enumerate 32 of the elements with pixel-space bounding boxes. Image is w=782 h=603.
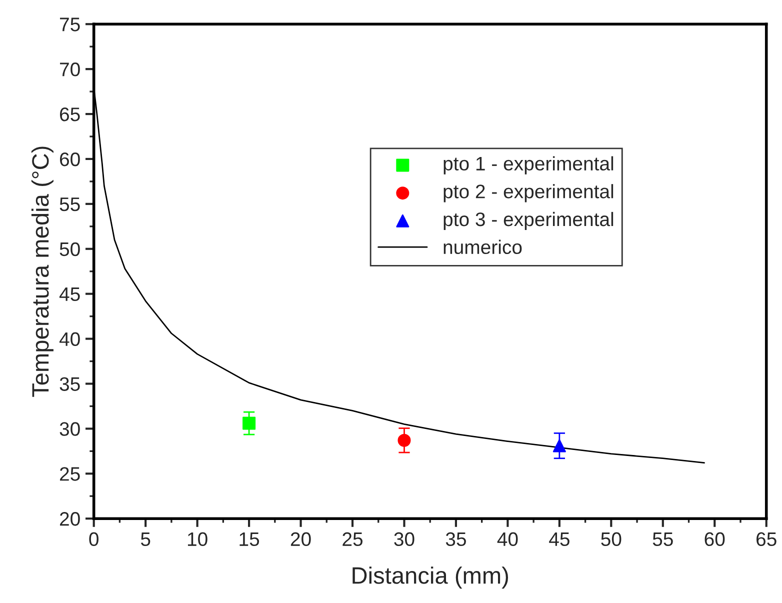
y-axis-title: Temperatura media (°C): [31, 146, 54, 397]
y-tick-label: 65: [60, 107, 80, 122]
x-tick-label: 25: [342, 532, 362, 546]
x-tick-label: 30: [394, 532, 414, 546]
x-tick-label: 0: [89, 532, 98, 546]
x-tick-label: 15: [240, 532, 260, 546]
y-tick-label: 75: [60, 18, 80, 32]
x-tick-label: 50: [601, 532, 622, 546]
x-tick-label: 5: [140, 532, 150, 546]
y-tick-label: 25: [60, 467, 80, 481]
legend-label: pto 3 - experimental: [444, 212, 614, 230]
y-tick-label: 35: [60, 377, 80, 391]
x-tick-label: 60: [704, 532, 725, 546]
y-tick-label: 40: [59, 332, 80, 346]
y-tick-label: 70: [60, 62, 80, 76]
x-tick-label: 55: [652, 532, 673, 546]
x-tick-label: 40: [497, 532, 518, 546]
x-tick-label: 35: [446, 532, 466, 546]
y-tick-label: 50: [60, 242, 80, 256]
legend-label: pto 1 - experimental: [444, 156, 614, 174]
x-axis-title: Distancia (mm): [352, 566, 508, 589]
x-tick-label: 10: [188, 532, 208, 546]
legend-label: numerico: [444, 240, 522, 254]
y-tick-label: 60: [60, 152, 80, 166]
y-tick-label: 55: [60, 198, 80, 212]
x-tick-label: 20: [290, 532, 311, 546]
x-tick-label: 45: [549, 532, 570, 546]
y-tick-label: 30: [60, 422, 80, 436]
legend-label: pto 2 - experimental: [444, 184, 614, 202]
y-tick-label: 45: [59, 287, 80, 302]
x-tick-label: 65: [756, 532, 776, 546]
y-tick-label: 20: [60, 512, 80, 526]
